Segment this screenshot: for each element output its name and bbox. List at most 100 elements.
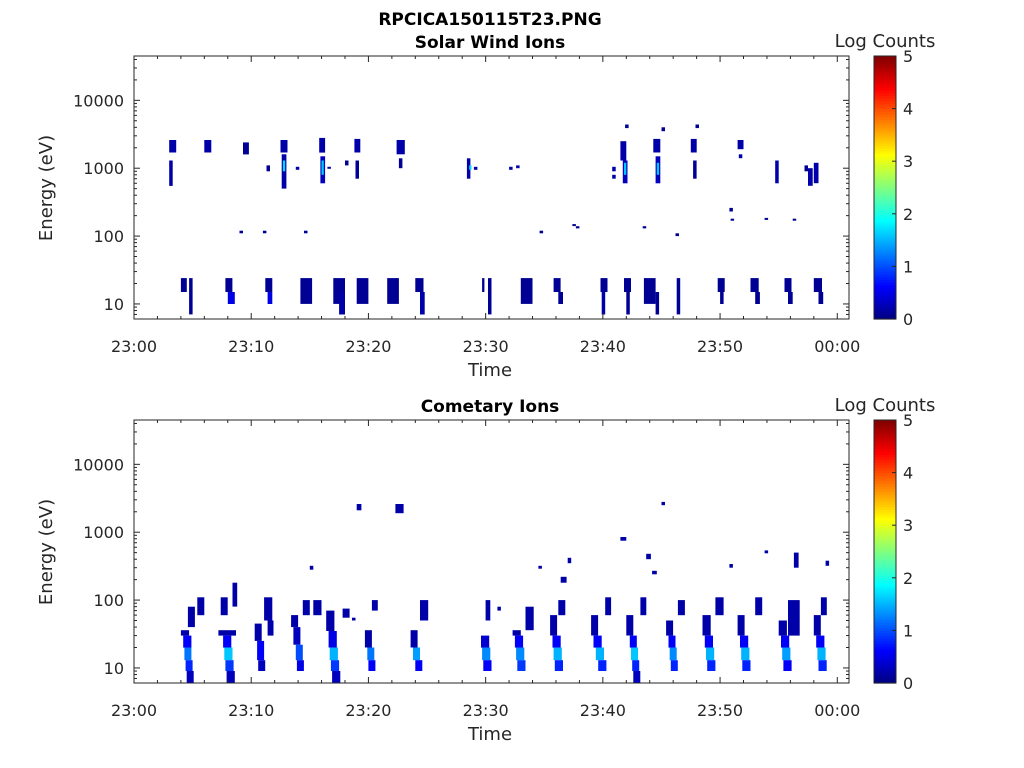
colorbar-segment xyxy=(874,483,896,487)
heatmap-cell xyxy=(558,600,566,616)
colorbar-segment xyxy=(874,124,896,128)
y-tick-label: 10 xyxy=(104,659,124,678)
heatmap-cell xyxy=(313,600,322,616)
heatmap-cell xyxy=(676,278,681,315)
heatmap-cell xyxy=(624,278,631,292)
colorbar-segment xyxy=(874,551,896,555)
colorbar-segment xyxy=(874,255,896,260)
heatmap-cell xyxy=(264,597,273,621)
colorbar-segment xyxy=(874,646,896,650)
heatmap-cell xyxy=(330,660,340,671)
colorbar-segment xyxy=(874,617,896,621)
heatmap-cell xyxy=(398,158,403,169)
colorbar-segment xyxy=(874,250,896,254)
heatmap-cell xyxy=(326,610,335,631)
heatmap-cell xyxy=(184,647,192,661)
heatmap-cell xyxy=(258,660,266,671)
heatmap-cell xyxy=(793,552,799,568)
colorbar-segment xyxy=(874,192,896,196)
heatmap-cell xyxy=(693,160,697,179)
heatmap-cell xyxy=(321,160,324,175)
colorbar-segment xyxy=(874,105,896,110)
colorbar-segment xyxy=(874,567,896,571)
heatmap-cell xyxy=(516,165,520,169)
colorbar-segment xyxy=(874,98,896,102)
colorbar-segment xyxy=(874,504,896,508)
heatmap-cell xyxy=(560,576,567,583)
heatmap-cell xyxy=(620,537,627,541)
colorbar-segment xyxy=(874,253,896,257)
heatmap-cell xyxy=(572,224,576,227)
colorbar-segment xyxy=(874,430,896,434)
colorbar-segment xyxy=(874,100,896,104)
colorbar-segment xyxy=(874,269,896,273)
heatmap-cell xyxy=(652,570,657,575)
x-tick-label: 23:20 xyxy=(345,701,391,720)
heatmap-cell xyxy=(254,623,262,641)
colorbar-segment xyxy=(874,313,896,317)
colorbar-tick-label: 1 xyxy=(903,621,913,640)
heatmap-cell xyxy=(704,635,713,648)
colorbar-segment xyxy=(874,583,896,587)
y-tick-label: 1000 xyxy=(83,523,124,542)
colorbar-segment xyxy=(874,593,896,597)
colorbar-segment xyxy=(874,517,896,521)
heatmap-cell xyxy=(225,278,233,292)
heatmap-cell xyxy=(282,160,286,172)
colorbar-segment xyxy=(874,208,896,212)
colorbar-segment xyxy=(874,527,896,532)
colorbar-segment xyxy=(874,287,896,291)
heatmap-cell xyxy=(473,166,478,170)
colorbar-tick-label: 4 xyxy=(903,100,913,119)
heatmap-cell xyxy=(729,207,733,212)
colorbar-segment xyxy=(874,237,896,241)
colorbar-segment xyxy=(874,121,896,125)
colorbar-segment xyxy=(874,82,896,86)
y-tick-label: 1000 xyxy=(83,159,124,178)
colorbar-segment xyxy=(874,179,896,183)
colorbar-segment xyxy=(874,496,896,500)
cometary-xlabel: Time xyxy=(467,724,512,745)
heatmap-cell xyxy=(481,635,490,648)
x-tick-label: 23:00 xyxy=(111,701,157,720)
colorbar-segment xyxy=(874,451,896,455)
heatmap-cell xyxy=(329,647,338,661)
heatmap-cell xyxy=(813,278,822,292)
heatmap-cell xyxy=(180,278,187,292)
heatmap-cell xyxy=(666,620,674,636)
heatmap-cell xyxy=(257,640,265,661)
colorbar-segment xyxy=(874,111,896,115)
heatmap-cell xyxy=(355,160,359,179)
heatmap-cell xyxy=(813,615,821,636)
heatmap-cell xyxy=(661,501,665,506)
heatmap-cell xyxy=(818,660,827,671)
heatmap-cell xyxy=(266,165,270,172)
colorbar-segment xyxy=(874,282,896,286)
colorbar-segment xyxy=(874,87,896,91)
colorbar-segment xyxy=(874,303,896,307)
heatmap-cell xyxy=(550,615,558,636)
solar-wind-xlabel: Time xyxy=(467,360,512,381)
colorbar-segment xyxy=(874,675,896,679)
heatmap-cell xyxy=(804,165,808,172)
x-tick-label: 23:40 xyxy=(580,337,626,356)
colorbar-segment xyxy=(874,590,896,595)
colorbar-segment xyxy=(874,596,896,600)
heatmap-cell xyxy=(620,141,627,161)
heatmap-cell xyxy=(420,292,425,315)
heatmap-cell xyxy=(413,647,420,661)
colorbar-segment xyxy=(874,446,896,450)
heatmap-cell xyxy=(601,292,606,315)
heatmap-cell xyxy=(632,660,640,671)
heatmap-cell xyxy=(169,140,177,153)
colorbar-segment xyxy=(874,148,896,152)
colorbar-segment xyxy=(874,174,896,178)
heatmap-cell xyxy=(764,217,769,220)
colorbar-tick-label: 1 xyxy=(903,257,913,276)
colorbar-segment xyxy=(874,577,896,582)
heatmap-cell xyxy=(517,660,526,671)
colorbar-segment xyxy=(874,556,896,560)
heatmap-cell xyxy=(204,140,212,153)
heatmap-cell xyxy=(352,617,356,621)
colorbar-segment xyxy=(874,462,896,466)
